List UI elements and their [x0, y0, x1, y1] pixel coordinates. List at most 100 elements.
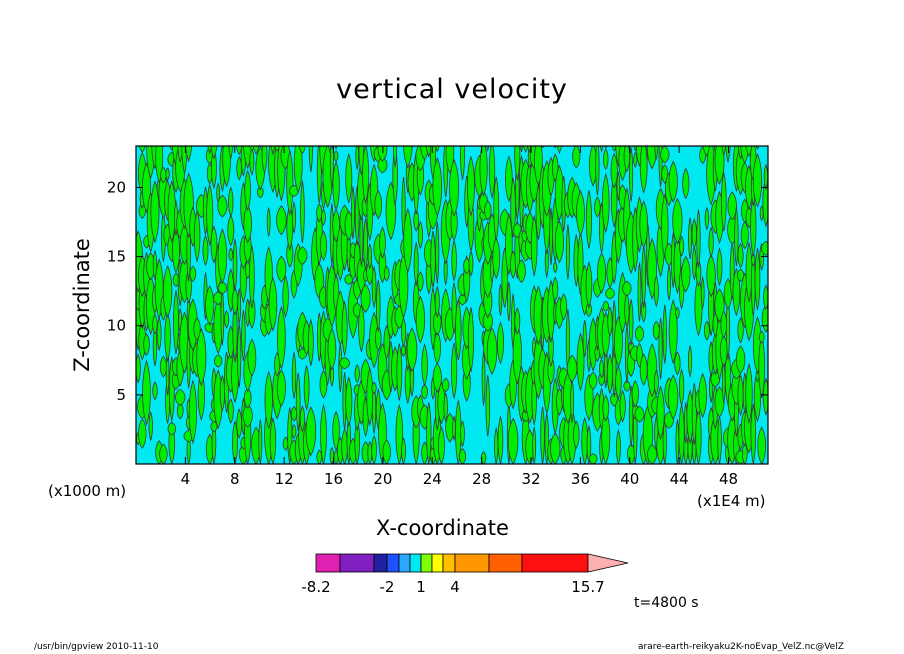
updraft-contour [553, 261, 558, 274]
updraft-contour [547, 354, 555, 385]
updraft-contour [441, 377, 450, 393]
updraft-contour [507, 281, 511, 322]
updraft-contour [363, 218, 369, 271]
updraft-contour [165, 350, 170, 396]
colorbar-segment [373, 553, 388, 573]
updraft-contour [597, 252, 607, 294]
updraft-contour [687, 344, 693, 378]
updraft-contour [299, 146, 306, 154]
updraft-contour [355, 146, 360, 171]
colorbar-segment [409, 553, 422, 573]
updraft-contour [751, 252, 756, 267]
updraft-contour [581, 118, 587, 140]
updraft-contour [467, 155, 475, 217]
updraft-contour [451, 239, 457, 282]
colorbar-label: -2 [380, 578, 395, 596]
updraft-contour [581, 416, 589, 464]
updraft-contour [497, 415, 504, 464]
updraft-contour [286, 239, 294, 268]
updraft-contour [332, 160, 340, 212]
updraft-contour [371, 384, 377, 434]
updraft-contour [623, 380, 631, 392]
updraft-contour [243, 146, 253, 170]
colorbar: -8.2 -2 1 4 15.7 [301, 553, 629, 596]
updraft-contour [232, 299, 238, 363]
updraft-contour [243, 386, 252, 409]
updraft-contour [712, 121, 719, 143]
updraft-contour [371, 434, 377, 464]
updraft-contour [244, 169, 251, 211]
updraft-contour [550, 432, 561, 464]
updraft-contour [737, 242, 744, 269]
updraft-contour [560, 293, 568, 321]
updraft-contour [232, 419, 238, 464]
updraft-contour [460, 146, 465, 180]
colorbar-label: -8.2 [301, 578, 330, 596]
updraft-contour [297, 246, 308, 265]
updraft-contour [421, 383, 428, 400]
updraft-contour [479, 146, 488, 197]
updraft-contour [227, 398, 234, 424]
updraft-contour [752, 153, 763, 208]
updraft-contour [641, 297, 647, 323]
updraft-contour [639, 353, 648, 386]
updraft-contour [224, 106, 229, 138]
colorbar-segment [431, 553, 444, 573]
updraft-contour [193, 317, 201, 341]
updraft-contour [619, 389, 626, 423]
updraft-contour [249, 245, 255, 309]
updraft-contour [459, 448, 467, 464]
updraft-contour [631, 379, 639, 408]
updraft-contour [533, 146, 535, 148]
updraft-contour [540, 406, 545, 464]
x-tick-label: 12 [275, 470, 294, 488]
updraft-contour [599, 358, 605, 379]
updraft-contour [646, 146, 658, 170]
updraft-contour [362, 146, 370, 205]
updraft-contour [167, 179, 176, 243]
updraft-contour [696, 209, 701, 268]
updraft-contour [745, 146, 753, 157]
updraft-contour [186, 434, 191, 464]
updraft-contour [249, 147, 255, 176]
x-unit-left: (x1000 m) [48, 482, 127, 500]
updraft-contour [484, 200, 492, 221]
updraft-contour [261, 146, 268, 174]
updraft-contour [259, 146, 261, 148]
updraft-contour [415, 295, 426, 344]
updraft-contour [586, 424, 592, 464]
updraft-contour [468, 250, 474, 277]
updraft-contour [737, 317, 744, 344]
updraft-contour [152, 325, 158, 366]
colorbar-label: 15.7 [571, 578, 604, 596]
updraft-contour [276, 255, 287, 283]
colorbar-segment [398, 553, 411, 573]
updraft-contour [565, 224, 570, 280]
updraft-contour [148, 410, 153, 442]
updraft-contour [762, 377, 768, 416]
x-tick-label: 44 [670, 470, 689, 488]
updraft-contour [443, 392, 448, 423]
updraft-contour [160, 166, 167, 184]
updraft-contour [340, 146, 341, 147]
updraft-contour [426, 402, 432, 464]
y-tick-label: 10 [107, 317, 126, 335]
updraft-contour [668, 374, 679, 420]
updraft-contour [750, 195, 757, 257]
updraft-contour [675, 419, 680, 464]
updraft-contour [480, 451, 487, 464]
updraft-contour [602, 394, 610, 422]
updraft-contour [329, 446, 335, 464]
updraft-contour [247, 338, 257, 377]
x-tick-label: 28 [472, 470, 491, 488]
updraft-contour [403, 207, 413, 274]
updraft-contour [725, 295, 731, 360]
updraft-contour [327, 327, 337, 371]
updraft-contour [544, 243, 549, 279]
updraft-contour [374, 324, 382, 352]
updraft-contour [165, 167, 170, 181]
updraft-contour [319, 230, 328, 262]
updraft-contour [610, 174, 618, 229]
updraft-contour [303, 364, 310, 412]
updraft-contour [220, 290, 225, 346]
